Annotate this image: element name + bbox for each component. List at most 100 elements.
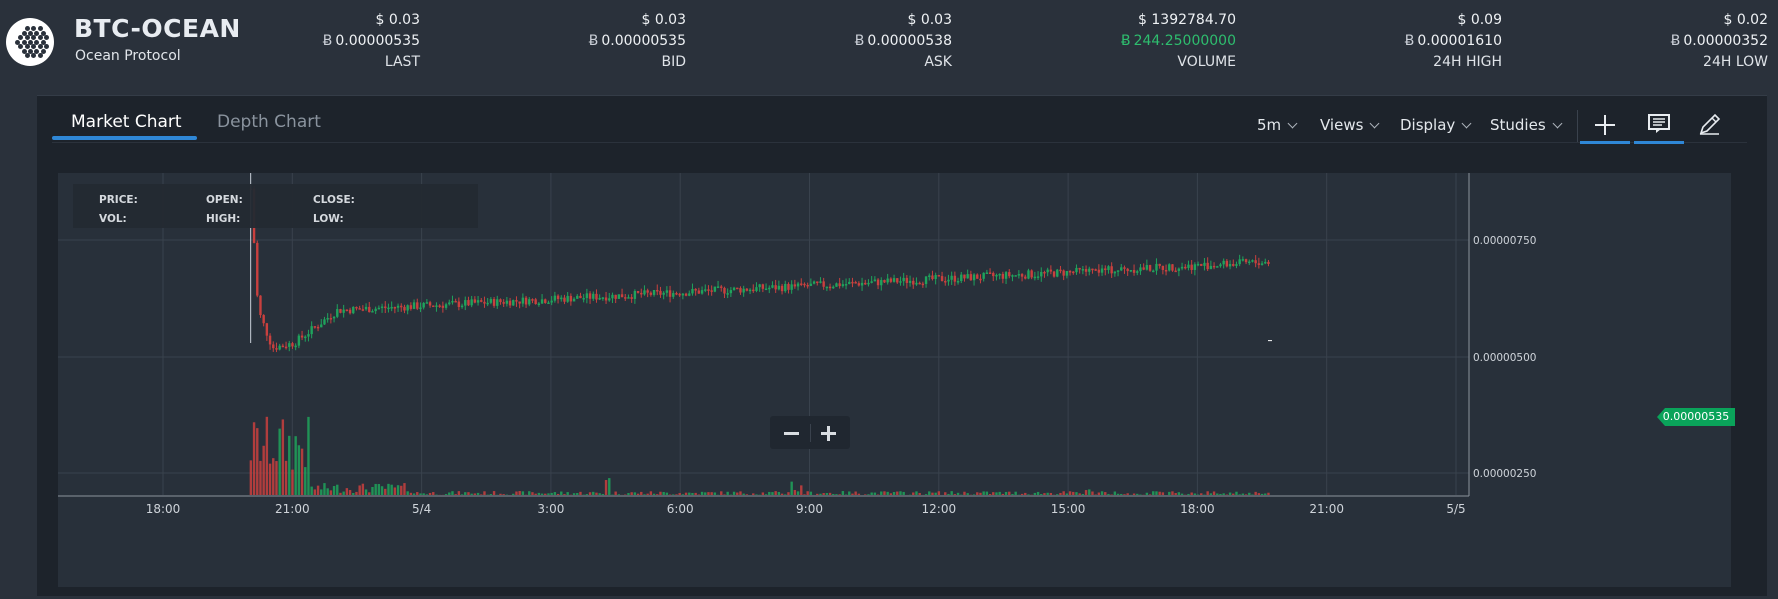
volume-bar bbox=[915, 491, 918, 495]
candle-body bbox=[825, 286, 829, 289]
volume-bar bbox=[1081, 494, 1085, 495]
stat-24h-low: $ 0.02 Ƀ 0.00000352 24H LOW bbox=[1548, 10, 1768, 73]
volume-bar bbox=[822, 493, 825, 495]
volume-bar bbox=[1123, 494, 1126, 495]
volume-bar bbox=[745, 494, 749, 495]
candle-body bbox=[1033, 276, 1037, 279]
x-axis-tick-label: 3:00 bbox=[537, 502, 564, 516]
volume-bar bbox=[870, 492, 873, 495]
volume-bar bbox=[585, 494, 589, 495]
volume-bar bbox=[400, 485, 403, 495]
stat-usd: $ 0.02 bbox=[1723, 12, 1768, 28]
volume-bar bbox=[384, 488, 387, 495]
candle-body bbox=[1152, 270, 1155, 273]
volume-bar bbox=[1228, 492, 1232, 495]
candle-body bbox=[1222, 260, 1225, 265]
candle-body bbox=[272, 344, 275, 349]
volume-bar bbox=[342, 491, 345, 495]
info-high-label: HIGH: bbox=[206, 213, 241, 225]
volume-bar bbox=[944, 492, 947, 495]
candle-body bbox=[496, 299, 499, 306]
candle-body bbox=[336, 309, 339, 317]
draw-tool-button[interactable] bbox=[1685, 107, 1735, 141]
candle-body bbox=[809, 283, 813, 286]
candle-body bbox=[601, 297, 605, 299]
volume-bar bbox=[1043, 493, 1046, 495]
stat-volume: $ 1392784.70 Ƀ 244.25000000 VOLUME bbox=[1016, 10, 1236, 73]
interval-dropdown[interactable]: 5m bbox=[1257, 116, 1298, 134]
volume-bar bbox=[326, 488, 329, 495]
volume-bar bbox=[300, 448, 304, 495]
volume-bar bbox=[636, 493, 640, 495]
candle-body bbox=[537, 303, 541, 305]
volume-bar bbox=[368, 492, 371, 495]
market-ticker: BTC-OCEAN bbox=[74, 14, 241, 43]
volume-bar bbox=[646, 493, 649, 495]
volume-bar bbox=[1168, 491, 1171, 495]
candle-body bbox=[1100, 268, 1104, 273]
candle-body bbox=[956, 281, 960, 283]
candle-body bbox=[832, 286, 835, 289]
candle-body bbox=[358, 308, 361, 310]
volume-bar bbox=[953, 494, 957, 495]
candle-body bbox=[841, 284, 845, 287]
volume-bar bbox=[355, 491, 358, 495]
views-dropdown[interactable]: Views bbox=[1320, 116, 1380, 134]
candle-body bbox=[1020, 274, 1024, 277]
studies-dropdown[interactable]: Studies bbox=[1490, 116, 1563, 134]
volume-bar bbox=[249, 460, 253, 495]
candle-body bbox=[1190, 264, 1193, 270]
candle-body bbox=[377, 307, 381, 310]
candle-body bbox=[1155, 263, 1158, 271]
candle-body bbox=[435, 305, 438, 307]
stat-bid: $ 0.03 Ƀ 0.00000535 BID bbox=[466, 10, 686, 73]
candle-body bbox=[1139, 267, 1142, 272]
crosshair-toggle-button[interactable] bbox=[1580, 107, 1630, 144]
candle-body bbox=[1062, 270, 1065, 276]
candle-body bbox=[268, 335, 272, 345]
volume-bar bbox=[297, 445, 301, 495]
candle-body bbox=[985, 272, 989, 274]
volume-bar bbox=[460, 494, 464, 495]
candle-body bbox=[1136, 271, 1139, 273]
candle-body bbox=[1043, 271, 1046, 274]
candle-body bbox=[374, 308, 377, 312]
volume-bar bbox=[640, 491, 643, 495]
volume-bar bbox=[1193, 493, 1197, 495]
zoom-out-button[interactable] bbox=[784, 432, 799, 435]
volume-bar bbox=[563, 494, 566, 495]
volume-bar bbox=[857, 493, 861, 495]
candle-body bbox=[883, 280, 886, 283]
candle-body bbox=[812, 281, 816, 284]
stat-btc: Ƀ 0.00000538 bbox=[854, 33, 952, 49]
volume-bar bbox=[451, 491, 454, 495]
candle-body bbox=[806, 284, 809, 287]
candle-body bbox=[1203, 262, 1206, 266]
candle-body bbox=[531, 299, 534, 301]
stat-24h-high: $ 0.09 Ƀ 0.00001610 24H HIGH bbox=[1282, 10, 1502, 73]
candle-body bbox=[1049, 269, 1053, 272]
display-dropdown[interactable]: Display bbox=[1400, 116, 1472, 134]
market-chart-area[interactable]: 18:00 21:00 5/4 3:00 6:00 9:00 12:00 15:00 18:00… bbox=[58, 173, 1735, 587]
candle-body bbox=[384, 306, 387, 309]
volume-bar bbox=[739, 491, 742, 495]
volume-bar bbox=[412, 493, 416, 495]
candlestick-chart[interactable]: 18:00 21:00 5/4 3:00 6:00 9:00 12:00 15:00 18:00… bbox=[58, 173, 1731, 587]
candle-body bbox=[1126, 268, 1129, 272]
tab-market-chart[interactable]: Market Chart bbox=[71, 112, 182, 132]
candle-body bbox=[412, 302, 416, 309]
volume-bar bbox=[1097, 492, 1101, 495]
volume-bar bbox=[982, 491, 985, 495]
candle-body bbox=[1200, 263, 1203, 266]
volume-bar bbox=[348, 490, 352, 495]
volume-bar bbox=[1036, 491, 1040, 495]
tab-depth-chart[interactable]: Depth Chart bbox=[217, 112, 321, 132]
volume-bar bbox=[1033, 492, 1037, 495]
volume-bar bbox=[272, 458, 275, 495]
chat-toggle-button[interactable] bbox=[1634, 107, 1684, 144]
candle-body bbox=[774, 285, 777, 290]
y-axis-tick-label: 0.00000250 bbox=[1473, 468, 1536, 480]
info-close-label: CLOSE: bbox=[313, 194, 355, 206]
candle-body bbox=[790, 284, 793, 290]
volume-bar bbox=[278, 428, 281, 495]
